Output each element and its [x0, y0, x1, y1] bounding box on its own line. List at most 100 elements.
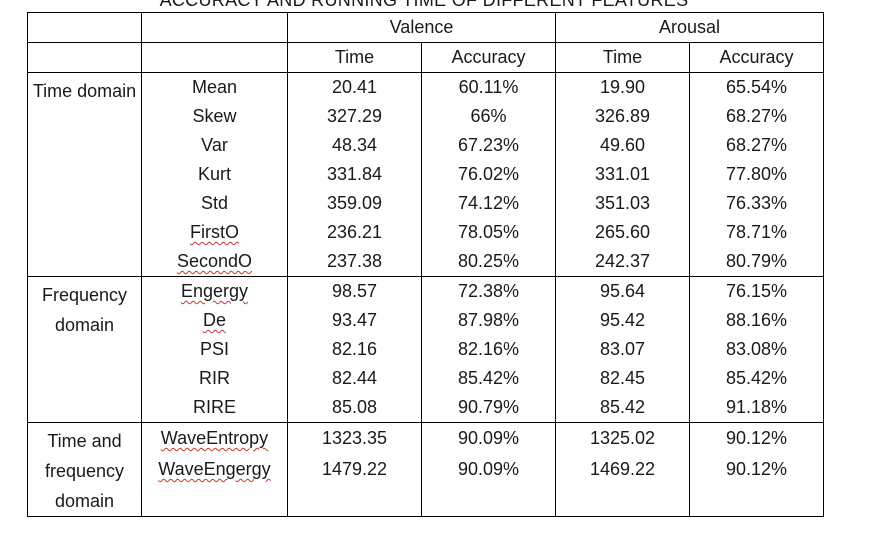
arousal-time-cell: 95.64	[555, 276, 690, 306]
arousal-time-cell: 242.37	[555, 247, 690, 277]
valence-accuracy-cell: 72.38%	[421, 276, 556, 306]
table-row: SecondO 237.38 80.25% 242.37 80.79%	[28, 247, 824, 277]
valence-accuracy-cell: 90.79%	[421, 393, 556, 423]
valence-accuracy-cell: 60.11%	[421, 72, 556, 102]
valence-accuracy-cell: 90.09%	[421, 422, 556, 454]
table-row: Frequency domain Engergy 98.57 72.38% 95…	[27, 276, 824, 423]
valence-time-cell: 331.84	[287, 160, 422, 189]
valence-time-cell: 236.21	[287, 218, 422, 247]
feature-label: WaveEntropy	[160, 428, 269, 448]
arousal-time-cell: 83.07	[555, 335, 690, 364]
arousal-time-cell: 326.89	[555, 102, 690, 131]
valence-header: Valence	[287, 12, 556, 43]
arousal-accuracy-cell: 90.12%	[689, 422, 824, 454]
feature-cell: Engergy	[141, 276, 288, 306]
arousal-accuracy-cell: 85.42%	[689, 364, 824, 393]
arousal-accuracy-cell: 80.79%	[689, 247, 824, 277]
valence-accuracy-cell: 80.25%	[421, 247, 556, 277]
empty-cell	[689, 484, 824, 517]
table-row: Var 48.34 67.23% 49.60 68.27%	[28, 131, 824, 160]
arousal-accuracy-cell: 76.33%	[689, 189, 824, 218]
arousal-accuracy-cell: 77.80%	[689, 160, 824, 189]
arousal-time-cell: 331.01	[555, 160, 690, 189]
arousal-accuracy-cell: 78.71%	[689, 218, 824, 247]
feature-cell: Kurt	[141, 160, 288, 189]
arousal-accuracy-cell: 68.27%	[689, 102, 824, 131]
table-row: Kurt 331.84 76.02% 331.01 77.80%	[28, 160, 824, 189]
arousal-time-cell: 95.42	[555, 306, 690, 335]
feature-cell: Std	[141, 189, 288, 218]
table-row: Skew 327.29 66% 326.89 68.27%	[28, 102, 824, 131]
arousal-accuracy-cell: 90.12%	[689, 454, 824, 485]
valence-accuracy-cell: 90.09%	[421, 454, 556, 485]
arousal-accuracy-cell: 68.27%	[689, 131, 824, 160]
valence-time-cell: 82.16	[287, 335, 422, 364]
header-blank-cell	[141, 12, 288, 43]
empty-cell	[421, 484, 556, 517]
feature-label: SecondO	[176, 251, 253, 271]
valence-time-cell: 85.08	[287, 393, 422, 423]
feature-cell: De	[141, 306, 288, 335]
arousal-time-cell: 85.42	[555, 393, 690, 423]
feature-label: Engergy	[180, 281, 249, 301]
header-blank-cell	[27, 12, 142, 43]
arousal-accuracy-cell: 91.18%	[689, 393, 824, 423]
arousal-accuracy-cell: 88.16%	[689, 306, 824, 335]
arousal-time-cell: 265.60	[555, 218, 690, 247]
valence-accuracy-header: Accuracy	[421, 42, 556, 73]
table-row: RIR 82.44 85.42% 82.45 85.42%	[28, 364, 824, 393]
feature-cell: RIR	[141, 364, 288, 393]
feature-cell: RIRE	[141, 393, 288, 423]
arousal-time-cell: 351.03	[555, 189, 690, 218]
valence-accuracy-cell: 85.42%	[421, 364, 556, 393]
valence-accuracy-cell: 82.16%	[421, 335, 556, 364]
valence-time-cell: 359.09	[287, 189, 422, 218]
arousal-header: Arousal	[555, 12, 824, 43]
valence-accuracy-cell: 76.02%	[421, 160, 556, 189]
feature-cell: WaveEngergy	[141, 454, 288, 485]
header-row-2: Time Accuracy Time Accuracy	[27, 42, 824, 73]
valence-accuracy-cell: 66%	[421, 102, 556, 131]
feature-cell: WaveEntropy	[141, 422, 288, 454]
feature-cell: Var	[141, 131, 288, 160]
header-row-1: Valence Arousal	[27, 12, 824, 43]
feature-cell: PSI	[141, 335, 288, 364]
valence-time-cell: 1479.22	[287, 454, 422, 485]
valence-time-cell: 82.44	[287, 364, 422, 393]
arousal-accuracy-cell: 83.08%	[689, 335, 824, 364]
arousal-accuracy-cell: 76.15%	[689, 276, 824, 306]
arousal-time-cell: 49.60	[555, 131, 690, 160]
valence-time-cell: 1323.35	[287, 422, 422, 454]
arousal-time-header: Time	[555, 42, 690, 73]
feature-cell: Mean	[141, 72, 288, 102]
valence-time-header: Time	[287, 42, 422, 73]
group-label-frequency-domain: Frequency domain	[27, 276, 142, 423]
arousal-time-cell: 82.45	[555, 364, 690, 393]
valence-accuracy-cell: 74.12%	[421, 189, 556, 218]
group-label-time-domain: Time domain	[27, 72, 142, 277]
empty-cell	[555, 484, 690, 517]
arousal-time-cell: 1469.22	[555, 454, 690, 485]
table-row: De 93.47 87.98% 95.42 88.16%	[28, 306, 824, 335]
table-row: Std 359.09 74.12% 351.03 76.33%	[28, 189, 824, 218]
arousal-accuracy-cell: 65.54%	[689, 72, 824, 102]
valence-time-cell: 48.34	[287, 131, 422, 160]
valence-accuracy-cell: 87.98%	[421, 306, 556, 335]
valence-accuracy-cell: 78.05%	[421, 218, 556, 247]
table-row: RIRE 85.08 90.79% 85.42 91.18%	[28, 393, 824, 423]
feature-label: De	[202, 310, 226, 330]
results-table: Valence Arousal Time Accuracy Time Accur…	[27, 12, 824, 517]
table-row: PSI 82.16 82.16% 83.07 83.08%	[28, 335, 824, 364]
empty-cell	[141, 484, 288, 517]
table-row: Time domain Mean 20.41 60.11% 19.90 65.5…	[27, 72, 824, 277]
feature-label: FirstO	[190, 222, 239, 242]
table-row: Time and frequency domain WaveEntropy 13…	[27, 422, 824, 517]
arousal-time-cell: 1325.02	[555, 422, 690, 454]
table-row-spacer	[28, 484, 824, 517]
valence-accuracy-cell: 67.23%	[421, 131, 556, 160]
group-label-time-frequency-domain: Time and frequency domain	[27, 422, 142, 517]
valence-time-cell: 20.41	[287, 72, 422, 102]
table-row: FirstO 236.21 78.05% 265.60 78.71%	[28, 218, 824, 247]
feature-label: WaveEngergy	[158, 458, 271, 479]
valence-time-cell: 93.47	[287, 306, 422, 335]
